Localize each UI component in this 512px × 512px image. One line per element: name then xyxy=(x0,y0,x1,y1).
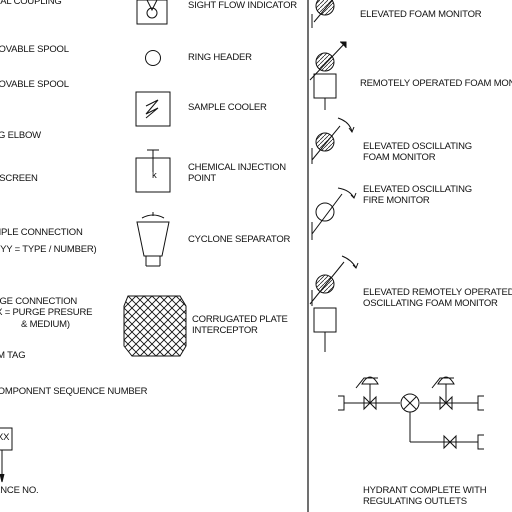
elevated-foam-monitor-label: ELEVATED FOAM MONITOR xyxy=(360,9,482,20)
elevated-foam-monitor-icon xyxy=(311,0,335,28)
chemical-injection-icon xyxy=(135,149,171,193)
corrugated-plate-interceptor-icon xyxy=(123,295,187,357)
sample-cooler-label: SAMPLE COOLER xyxy=(188,102,267,113)
cyclone-separator-icon xyxy=(136,212,170,267)
hydrant-icon xyxy=(338,376,484,450)
cyclone-separator-label: CYCLONE SEPARATOR xyxy=(188,234,291,245)
sequence-no-label: SEQUENCE NO. xyxy=(0,485,39,496)
chemical-injection-label: CHEMICAL INJECTION xyxy=(188,162,286,173)
corrugated-plate-label: CORRUGATED PLATE xyxy=(192,314,288,325)
elevated-remotely-osc-label: ELEVATED REMOTELY OPERATED xyxy=(363,287,512,298)
removable-spool-2-label: REMOVABLE SPOOL xyxy=(0,79,69,90)
sample-connection-label: SAMPLE CONNECTION xyxy=(0,227,83,238)
hydrant-label: HYDRANT COMPLETE WITH xyxy=(363,485,487,496)
purge-connection-label: PURGE CONNECTION xyxy=(0,296,78,307)
sequence-box-symbol xyxy=(0,427,13,483)
sample-connection-type-label: (YYY = TYPE / NUMBER) xyxy=(0,244,97,255)
sequence-box-code: XX xyxy=(0,432,10,443)
purge-medium-label: & MEDIUM) xyxy=(21,319,70,330)
ring-header-icon xyxy=(145,50,161,66)
sight-flow-indicator-label: SIGHT FLOW INDICATOR xyxy=(188,0,297,11)
interceptor-label: INTERCEPTOR xyxy=(192,325,258,336)
chemical-injection-mark: k xyxy=(152,170,157,181)
elevated-remotely-osc-foam-monitor-icon xyxy=(309,255,359,352)
chemical-injection-point-label: POINT xyxy=(188,173,217,184)
component-sequence-label: COMPONENT SEQUENCE NUMBER xyxy=(0,386,148,397)
foam-monitor-label: FOAM MONITOR xyxy=(363,152,436,163)
elevated-oscillating-foam-label: ELEVATED OSCILLATING xyxy=(363,141,472,152)
remotely-operated-foam-monitor-label: REMOTELY OPERATED FOAM MONITOR xyxy=(360,78,512,89)
sight-flow-indicator-icon xyxy=(136,0,168,25)
swing-elbow-label: SWING ELBOW xyxy=(0,130,41,141)
oscillating-foam-monitor-label: OSCILLATING FOAM MONITOR xyxy=(363,298,498,309)
purge-pressure-label: XX = PURGE PRESURE xyxy=(0,307,93,318)
ring-header-label: RING HEADER xyxy=(188,52,252,63)
chemical-coupling-label: CHEMICAL COUPLING xyxy=(0,0,62,7)
removable-spool-label: REMOVABLE SPOOL xyxy=(0,44,69,55)
elevated-oscillating-fire-label: ELEVATED OSCILLATING xyxy=(363,184,472,195)
y-strainer-label: Y STRAINER SCREEN xyxy=(0,173,38,184)
sample-cooler-icon xyxy=(135,91,171,127)
elevated-oscillating-foam-monitor-icon xyxy=(311,117,355,164)
regulating-outlets-label: REGULATING OUTLETS xyxy=(363,496,467,507)
fire-monitor-label: FIRE MONITOR xyxy=(363,195,430,206)
item-tag-label: ITEM TAG xyxy=(0,350,26,361)
elevated-oscillating-fire-monitor-icon xyxy=(311,187,357,240)
remotely-operated-foam-monitor-icon xyxy=(309,41,347,110)
